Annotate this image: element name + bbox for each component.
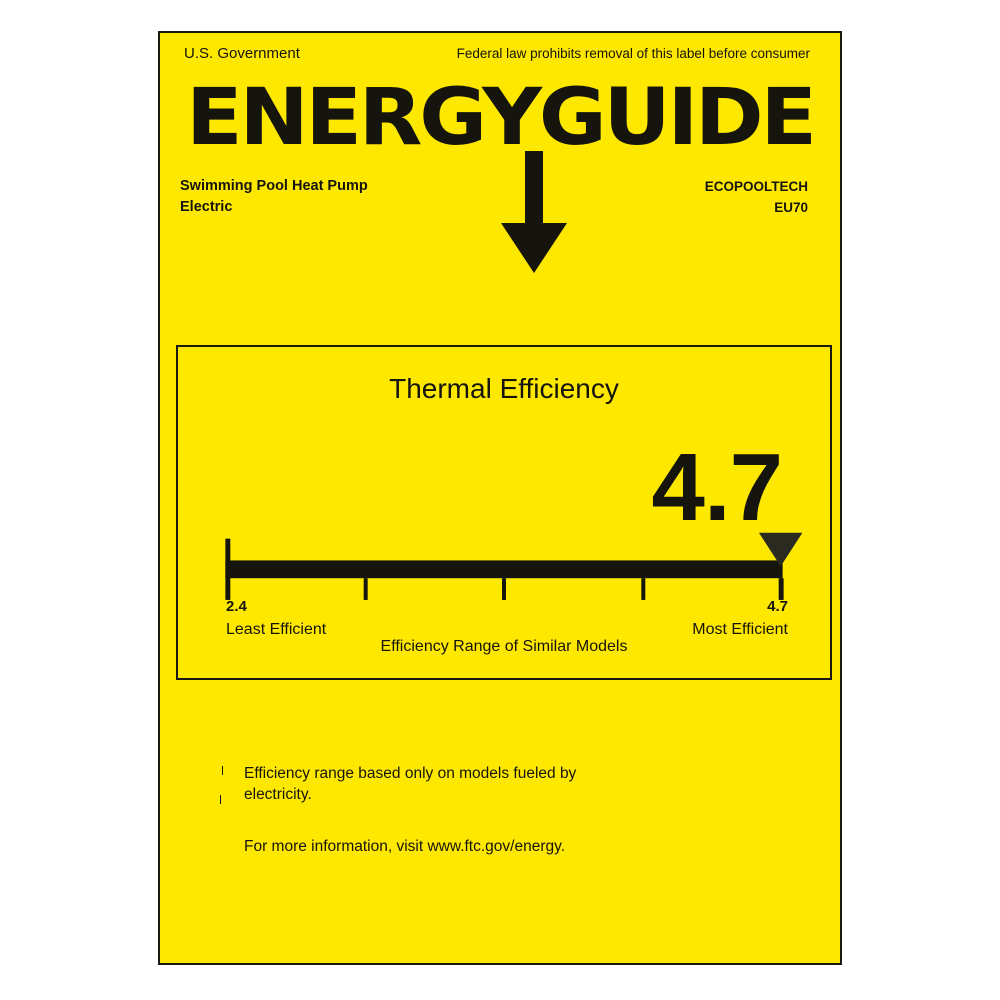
down-arrow-icon	[501, 151, 567, 273]
note-line-1: Efficiency range based only on models fu…	[244, 765, 577, 782]
note-line-3: For more information, visit www.ftc.gov/…	[244, 838, 566, 855]
product-description: Swimming Pool Heat Pump Electric	[180, 176, 368, 218]
range-low-value: 2.4	[226, 598, 247, 615]
range-high-value: 4.7	[767, 598, 788, 615]
brand-block: ECOPOOLTECH EU70	[705, 176, 808, 218]
value-pointer	[758, 532, 803, 567]
scale-bar	[225, 560, 783, 579]
panel-title: Thermal Efficiency	[389, 373, 619, 404]
scale-right-endcap	[778, 578, 784, 600]
scale-tick	[641, 578, 646, 600]
issuing-authority: U.S. Government	[184, 45, 300, 62]
efficiency-value: 4.7	[651, 434, 783, 541]
label-header: U.S. Government Federal law prohibits re…	[160, 45, 840, 67]
footer-notes: Efficiency range based only on models fu…	[220, 763, 664, 857]
energyguide-label: U.S. Government Federal law prohibits re…	[158, 31, 842, 965]
manufacturer-name: ECOPOOLTECH	[704, 179, 808, 194]
range-low-label: Least Efficient	[226, 621, 327, 638]
efficiency-scale	[225, 532, 803, 600]
model-number: EU70	[774, 200, 808, 215]
range-caption: Efficiency Range of Similar Models	[380, 638, 628, 655]
energyguide-wordmark: ENERGYGUIDE	[160, 79, 840, 157]
note-line-2: electricity.	[244, 786, 312, 803]
legal-notice: Federal law prohibits removal of this la…	[456, 46, 810, 61]
note-tick-mark	[222, 766, 223, 775]
note-spacer	[244, 805, 664, 836]
scale-tick	[502, 578, 506, 600]
product-category: Swimming Pool Heat Pump	[180, 178, 368, 194]
note-tick-mark	[220, 795, 221, 804]
range-high-label: Most Efficient	[692, 621, 788, 638]
scale-tick	[363, 578, 368, 600]
efficiency-panel: Thermal Efficiency 4.7 2.4 Least Efficie…	[176, 345, 832, 680]
wordmark-text: ENERGYGUIDE	[186, 73, 817, 163]
product-fuel-type: Electric	[180, 199, 233, 215]
